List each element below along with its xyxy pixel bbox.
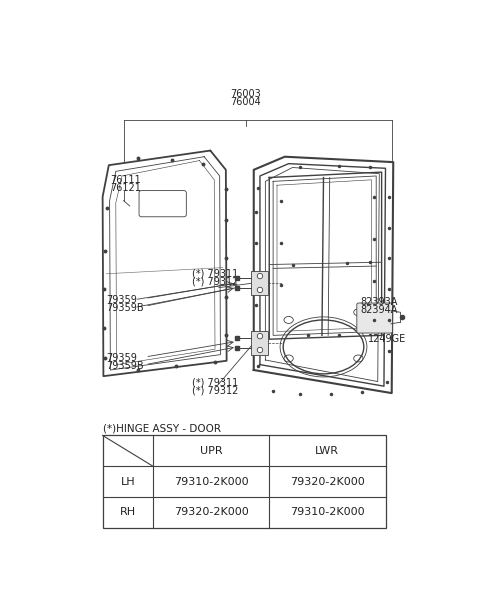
Text: 1249GE: 1249GE	[369, 334, 407, 344]
Text: 82393A: 82393A	[360, 297, 398, 307]
Text: (*)HINGE ASSY - DOOR: (*)HINGE ASSY - DOOR	[103, 424, 221, 434]
Text: 79359B: 79359B	[107, 361, 144, 371]
Text: 79320-2K000: 79320-2K000	[174, 508, 249, 517]
Circle shape	[257, 273, 263, 279]
Text: 76111: 76111	[110, 175, 141, 185]
Text: 79310-2K000: 79310-2K000	[174, 477, 249, 487]
FancyBboxPatch shape	[357, 303, 393, 333]
Text: 79359B: 79359B	[107, 303, 144, 313]
Text: 79359: 79359	[107, 353, 137, 363]
Circle shape	[257, 348, 263, 352]
Text: 76004: 76004	[230, 97, 262, 107]
Circle shape	[257, 287, 263, 292]
Text: 76121: 76121	[110, 183, 141, 193]
Bar	[103, 435, 385, 528]
Bar	[252, 331, 268, 356]
Text: 82394A: 82394A	[360, 305, 398, 314]
Text: RH: RH	[120, 508, 136, 517]
Text: (*) 79312: (*) 79312	[192, 276, 238, 286]
Text: LWR: LWR	[315, 446, 339, 456]
Text: LH: LH	[120, 477, 135, 487]
Text: (*) 79312: (*) 79312	[192, 386, 238, 395]
Text: 79320-2K000: 79320-2K000	[290, 477, 365, 487]
Text: 79310-2K000: 79310-2K000	[290, 508, 365, 517]
Text: (*) 79311: (*) 79311	[192, 268, 238, 278]
Circle shape	[257, 333, 263, 339]
FancyBboxPatch shape	[139, 191, 186, 217]
Text: UPR: UPR	[200, 446, 222, 456]
Text: 79359: 79359	[107, 295, 137, 305]
Text: (*) 79311: (*) 79311	[192, 378, 238, 387]
Bar	[252, 271, 268, 295]
Text: 76003: 76003	[230, 89, 262, 99]
